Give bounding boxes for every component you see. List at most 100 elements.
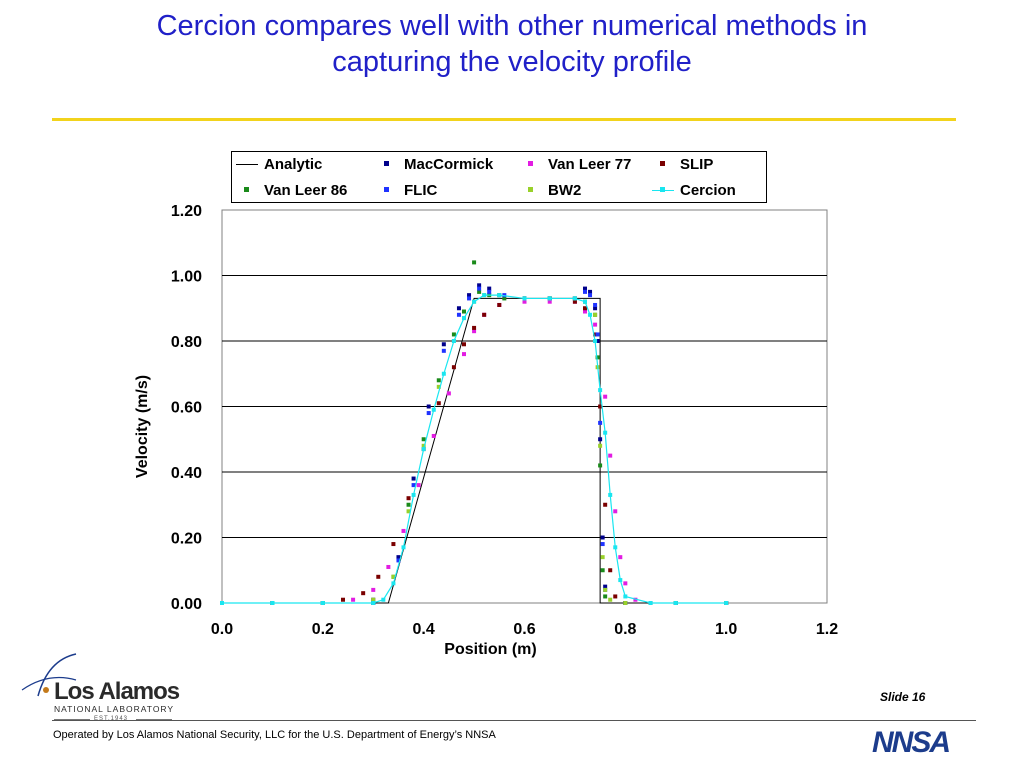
data-point-maccormick [477, 283, 482, 288]
legend-swatch-bw2 [520, 180, 542, 200]
logo-swoosh-icon [21, 653, 77, 697]
data-point-cercion [522, 296, 527, 301]
data-point-cercion [451, 339, 456, 343]
data-point-cercion [431, 407, 436, 412]
los-alamos-logo: Los Alamos NATIONAL LABORATORY EST.1943 [18, 650, 188, 728]
data-point-cercion [270, 601, 275, 605]
data-point-slip [436, 401, 441, 406]
legend-swatch-flic [376, 180, 398, 200]
data-point-slip [341, 597, 345, 602]
data-point-slip [497, 302, 502, 307]
y-tick-label: 1.20 [171, 203, 202, 220]
logo-name: Los Alamos [54, 678, 180, 705]
data-point-van-leer-86 [451, 332, 456, 337]
data-point-maccormick [600, 535, 605, 540]
legend-item-flic: FLIC [376, 180, 437, 200]
data-point-cercion [421, 447, 426, 452]
logo-est-rule-left [54, 719, 90, 720]
data-point-flic [426, 411, 431, 416]
data-point-slip [376, 574, 381, 579]
x-tick-label: 0.8 [614, 621, 636, 638]
data-point-van-leer-77 [593, 322, 598, 327]
data-point-cercion [618, 578, 623, 583]
data-point-slip [603, 502, 608, 507]
data-point-cercion [588, 312, 593, 317]
y-axis-label: Velocity (m/s) [134, 375, 151, 478]
title-divider [52, 118, 956, 121]
logo-est: EST.1943 [94, 716, 129, 722]
data-point-cercion [391, 581, 396, 586]
data-point-van-leer-86 [421, 437, 426, 442]
data-point-maccormick [603, 584, 608, 589]
data-point-slip [572, 299, 577, 304]
data-point-slip [482, 312, 487, 317]
x-tick-label: 0.4 [413, 621, 435, 638]
data-point-cercion [583, 299, 587, 304]
data-point-bw2 [598, 443, 603, 448]
data-point-maccormick [456, 306, 461, 311]
data-point-maccormick [441, 342, 446, 347]
data-point-bw2 [391, 574, 396, 579]
legend-swatch-slip [652, 154, 674, 174]
data-point-cercion [371, 601, 376, 605]
data-point-van-leer-77 [351, 597, 356, 602]
data-point-bw2 [603, 587, 608, 592]
data-point-cercion [220, 601, 224, 605]
data-point-van-leer-86 [472, 260, 477, 265]
data-point-van-leer-77 [522, 299, 527, 304]
legend-swatch-van-leer-77 [520, 154, 542, 174]
data-point-slip [406, 496, 411, 501]
legend-item-cercion: Cercion [652, 180, 736, 200]
legend-label-van-leer-86: Van Leer 86 [264, 181, 348, 199]
data-point-slip [462, 342, 466, 347]
slide-title: Cercion compares well with other numeric… [40, 8, 984, 80]
data-point-slip [583, 306, 587, 311]
data-point-flic [502, 293, 507, 298]
data-point-van-leer-77 [608, 453, 613, 458]
data-point-slip [608, 568, 613, 573]
data-point-maccormick [467, 293, 472, 298]
legend-item-analytic: Analytic [236, 154, 322, 174]
x-axis-label: Position (m) [444, 641, 536, 658]
data-point-cercion [411, 492, 416, 497]
slide-title-line2: capturing the velocity profile [332, 46, 692, 78]
data-point-bw2 [406, 509, 411, 514]
data-point-flic [593, 302, 598, 307]
data-point-maccormick [396, 555, 401, 560]
data-point-flic [396, 558, 401, 563]
data-point-cercion [673, 601, 678, 605]
data-point-cercion [593, 339, 598, 343]
y-tick-label: 0.00 [171, 596, 202, 613]
x-tick-label: 0.0 [211, 621, 233, 638]
data-point-slip [613, 594, 618, 599]
data-point-maccormick [583, 286, 587, 291]
legend-label-slip: SLIP [680, 155, 714, 173]
data-point-maccormick [588, 289, 593, 294]
data-point-cercion [603, 430, 608, 435]
data-point-bw2 [608, 597, 613, 602]
y-tick-label: 0.60 [171, 400, 202, 417]
data-point-van-leer-86 [598, 463, 603, 468]
slide-title-line1: Cercion compares well with other numeric… [156, 10, 868, 42]
data-point-flic [456, 312, 461, 317]
data-point-bw2 [371, 597, 376, 602]
data-point-bw2 [436, 384, 441, 389]
legend-label-cercion: Cercion [680, 181, 736, 199]
data-point-cercion [320, 601, 325, 605]
x-tick-label: 0.2 [312, 621, 334, 638]
data-point-maccormick [593, 306, 598, 311]
data-point-bw2 [421, 443, 426, 448]
data-point-slip [451, 365, 456, 370]
data-point-maccormick [595, 339, 600, 343]
data-point-van-leer-86 [600, 568, 605, 573]
data-point-cercion [572, 296, 577, 301]
data-point-van-leer-86 [477, 289, 482, 294]
data-point-slip [391, 542, 396, 547]
data-point-maccormick [487, 286, 492, 291]
data-point-van-leer-86 [502, 296, 507, 301]
data-point-cercion [547, 296, 552, 301]
x-tick-label: 0.6 [513, 621, 535, 638]
data-point-cercion [482, 293, 487, 298]
data-point-flic [588, 293, 593, 298]
legend-label-flic: FLIC [404, 181, 438, 199]
